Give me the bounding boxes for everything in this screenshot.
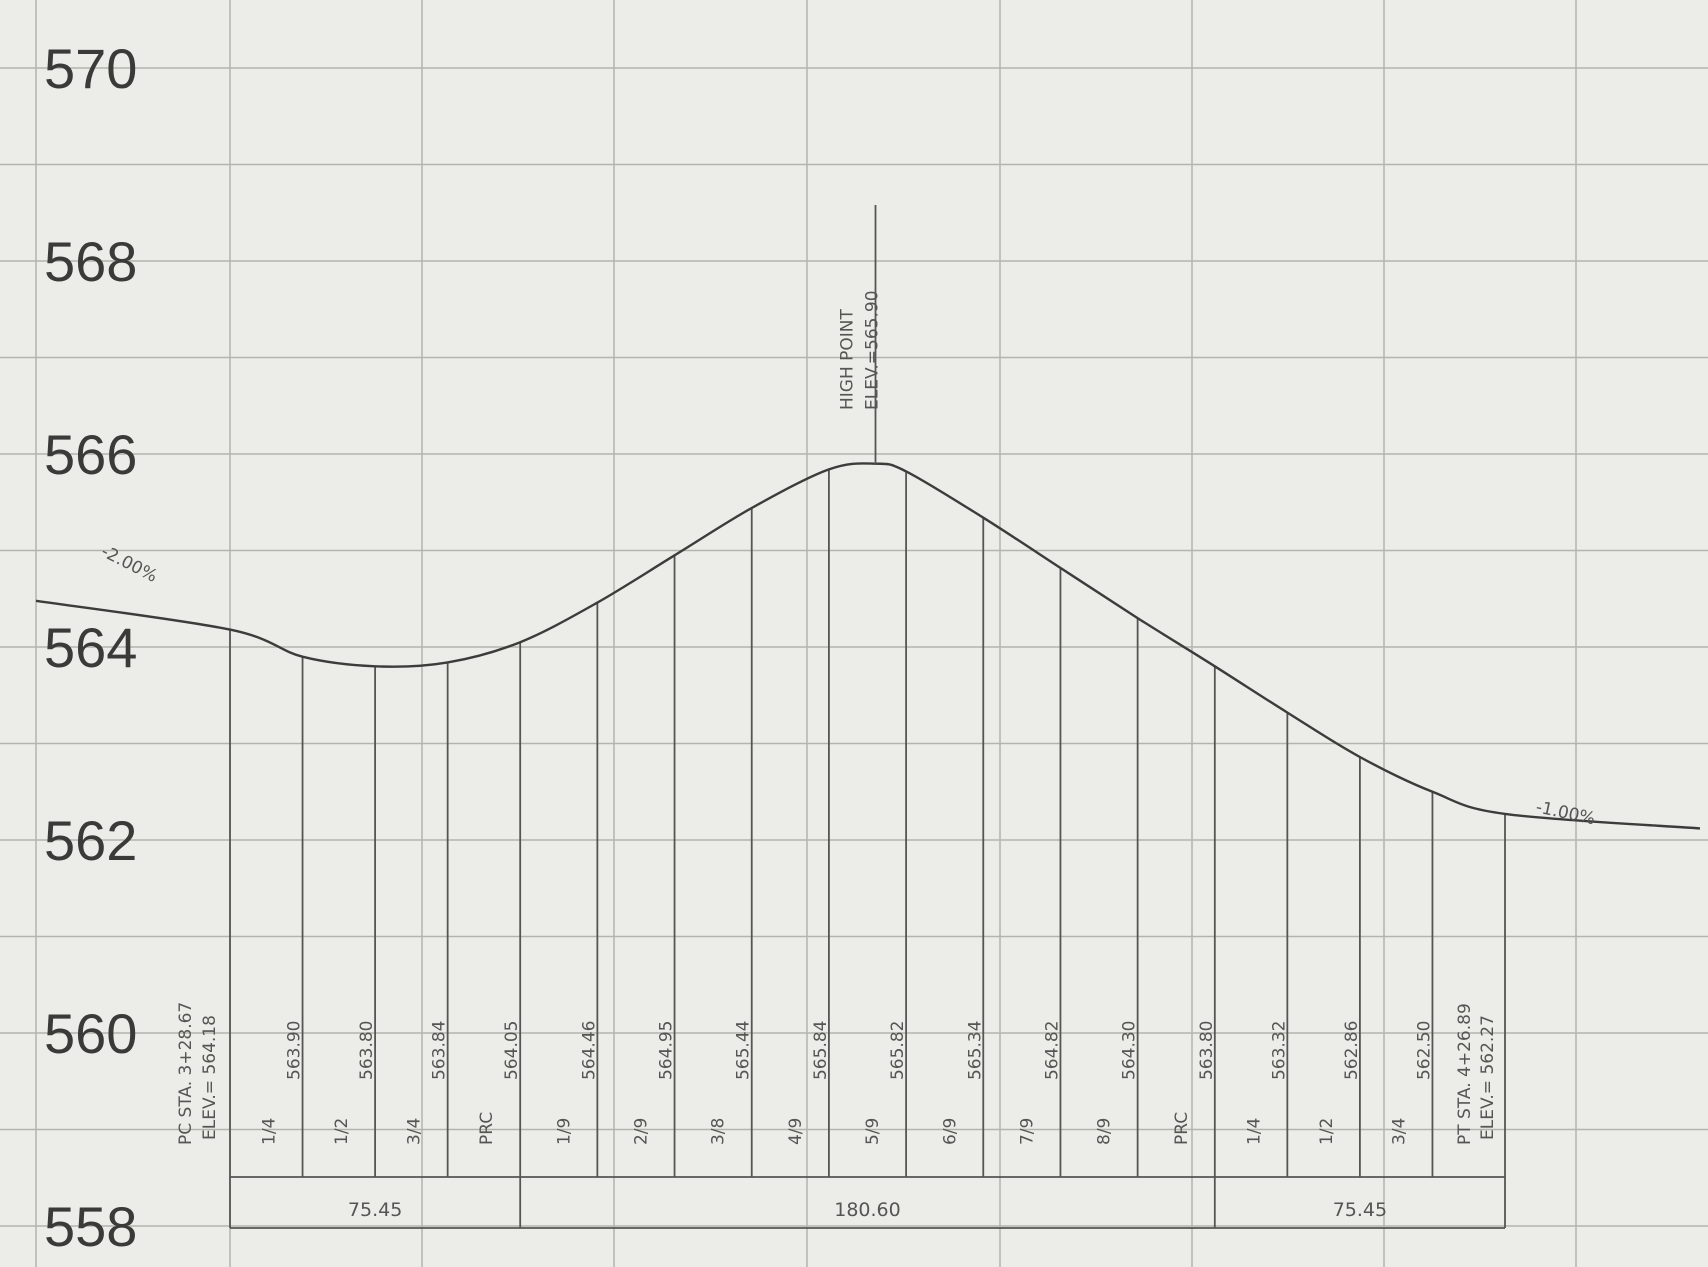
station-fraction-label: 1/4 xyxy=(1244,1118,1264,1145)
dimension-boxes: 75.45 180.60 75.45 xyxy=(229,1176,1506,1229)
station-fraction-label: 3/8 xyxy=(709,1118,729,1145)
pt-elevation-label: ELEV.= 562.27 xyxy=(1478,1015,1498,1140)
station-fraction-label: PRC xyxy=(477,1112,497,1145)
station-elevation-label: 563.90 xyxy=(285,1021,305,1080)
station-fraction-label: 7/9 xyxy=(1017,1118,1037,1145)
station-fraction-label: 5/9 xyxy=(863,1118,883,1145)
segment-length-label: 75.45 xyxy=(348,1199,402,1221)
station-fraction-label: 4/9 xyxy=(786,1118,806,1145)
station-fraction-label: 1/4 xyxy=(260,1118,280,1145)
y-tick-label: 564 xyxy=(44,616,137,679)
y-tick-label: 566 xyxy=(44,423,137,486)
station-elevation-label: 565.82 xyxy=(888,1021,908,1080)
station-elevation-label: 564.95 xyxy=(657,1021,677,1080)
high-point-elevation-label: ELEV.=565.90 xyxy=(863,290,883,410)
y-tick-label: 558 xyxy=(44,1195,137,1258)
station-labels: 1/4 563.90 1/2 563.80 3/4 563.84 PRC 564.05 1/9 5… xyxy=(98,290,1597,1145)
pc-elevation-label: ELEV.= 564.18 xyxy=(200,1015,220,1140)
station-fraction-label: 8/9 xyxy=(1095,1118,1115,1145)
station-fraction-label: 1/2 xyxy=(1317,1118,1337,1145)
station-elevation-label: 563.80 xyxy=(357,1021,377,1080)
station-ticks xyxy=(229,469,1506,1177)
station-elevation-label: 562.86 xyxy=(1342,1021,1362,1080)
pc-station-label: PC STA. 3+28.67 xyxy=(176,1002,196,1145)
profile-curve xyxy=(35,462,1701,830)
station-elevation-label: 563.32 xyxy=(1269,1021,1289,1080)
station-fraction-label: 6/9 xyxy=(940,1118,960,1145)
segment-length-label: 180.60 xyxy=(834,1199,900,1221)
station-elevation-label: 563.84 xyxy=(430,1021,450,1080)
station-fraction-label: 2/9 xyxy=(632,1118,652,1145)
station-elevation-label: 564.46 xyxy=(579,1021,599,1080)
y-tick-label: 562 xyxy=(44,809,137,872)
y-tick-label: 568 xyxy=(44,230,137,293)
station-elevation-label: 565.34 xyxy=(965,1021,985,1080)
station-fraction-label: 1/9 xyxy=(554,1118,574,1145)
pt-station-label: PT STA. 4+26.89 xyxy=(1455,1003,1475,1145)
high-point-label: HIGH POINT xyxy=(838,308,858,410)
station-fraction-label: 1/2 xyxy=(332,1118,352,1145)
station-elevation-label: 564.05 xyxy=(502,1021,522,1080)
station-elevation-label: 562.50 xyxy=(1414,1021,1434,1080)
y-tick-label: 560 xyxy=(44,1002,137,1065)
station-fraction-label: 3/4 xyxy=(405,1118,425,1145)
station-elevation-label: 564.82 xyxy=(1042,1021,1062,1080)
y-axis-labels: 558 560 562 564 566 568 570 xyxy=(44,37,137,1258)
segment-length-label: 75.45 xyxy=(1333,1199,1387,1221)
station-elevation-label: 565.84 xyxy=(811,1021,831,1080)
station-elevation-label: 563.80 xyxy=(1197,1021,1217,1080)
station-fraction-label: 3/4 xyxy=(1389,1118,1409,1145)
station-elevation-label: 564.30 xyxy=(1120,1021,1140,1080)
station-fraction-label: PRC xyxy=(1172,1112,1192,1145)
y-tick-label: 570 xyxy=(44,37,137,100)
station-elevation-label: 565.44 xyxy=(734,1021,754,1080)
